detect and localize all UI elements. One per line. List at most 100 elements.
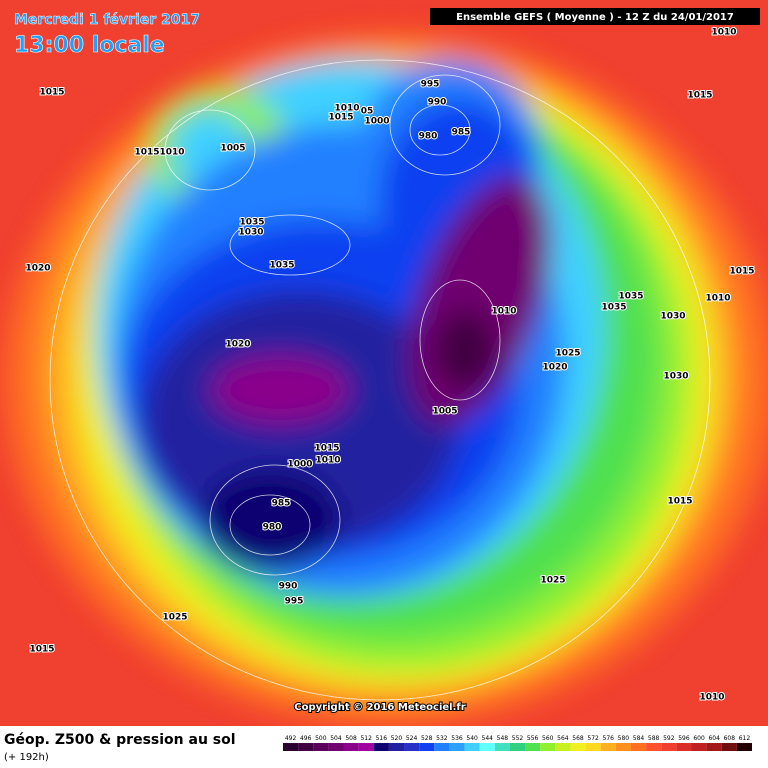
scale-label: 500 [315, 735, 327, 742]
isobar-label: 1010 [491, 307, 516, 317]
isobar-label: 1015 [29, 645, 54, 655]
date: Mercredi 1 février 2017 [14, 12, 200, 28]
isobar-label: 1035 [239, 218, 264, 228]
scale-label: 548 [497, 735, 509, 742]
scale-swatch [540, 743, 556, 751]
isobar-label: 1020 [225, 340, 250, 350]
isobar-label: 1010 [705, 294, 730, 304]
scale-swatch [479, 743, 495, 751]
scale-label: 492 [285, 735, 297, 742]
isobar-label: 1035 [269, 261, 294, 271]
scale-swatch [600, 743, 616, 751]
scale-swatch [509, 743, 526, 751]
scale-swatch [736, 743, 752, 751]
isobar-label: 1030 [660, 312, 685, 322]
isobar-label: 05 [361, 107, 374, 117]
scale-label: 552 [512, 735, 524, 742]
isobar-label: 1015 [687, 91, 712, 101]
scale-swatch [419, 743, 435, 751]
color-scale: 492 496 500 504 508 512 516 520 524 528 532 536 540 5… [283, 735, 752, 751]
isobar-label: 995 [421, 80, 440, 90]
scale-label: 496 [300, 735, 312, 742]
scale-label: 584 [633, 735, 645, 742]
scale-swatch [464, 743, 480, 751]
isobar-label: 1000 [287, 460, 312, 470]
scale-swatch [449, 743, 465, 751]
isobar-label: 1005 [432, 407, 457, 417]
isobar-label: 1005 [220, 144, 245, 154]
scale-swatch [328, 743, 344, 751]
isobar-label: 985 [452, 128, 471, 138]
isobar-label: 1015 [134, 148, 159, 158]
scale-swatch [283, 743, 299, 751]
isobar-label: 985 [272, 499, 291, 509]
scale-label: 588 [648, 735, 660, 742]
scale-label: 504 [330, 735, 342, 742]
isobar-label: 990 [279, 582, 298, 592]
isobar-label: 1035 [601, 303, 626, 313]
scale-label: 556 [527, 735, 539, 742]
scale-swatch [434, 743, 450, 751]
time: 13:00 locale [14, 33, 165, 58]
scale-label: 568 [572, 735, 584, 742]
scale-label: 536 [451, 735, 463, 742]
scale-swatch [525, 743, 541, 751]
scale-swatch [388, 743, 405, 751]
scale-swatch [706, 743, 722, 751]
scale-swatch [721, 743, 737, 751]
scale-label: 564 [557, 735, 569, 742]
isobar-label: 995 [285, 597, 304, 607]
scale-swatch [691, 743, 707, 751]
isobar-label: 980 [263, 523, 282, 533]
scale-swatch [404, 743, 420, 751]
footer-title: Géop. Z500 & pression au sol [4, 732, 236, 748]
scale-label: 528 [421, 735, 433, 742]
model-bar [430, 8, 760, 25]
isobar-label: 1015 [39, 88, 64, 98]
scale-label: 608 [724, 735, 736, 742]
scale-swatch [676, 743, 692, 751]
scale-label: 596 [678, 735, 690, 742]
scale-swatch [661, 743, 677, 751]
lead-time: (+ 192h) [4, 752, 49, 763]
scale-swatch [630, 743, 647, 751]
copyright: Copyright © 2016 Meteociel.fr [294, 702, 465, 713]
isobar-label: 1020 [542, 363, 567, 373]
scale-label: 520 [391, 735, 403, 742]
scale-label: 544 [482, 735, 494, 742]
isobar-label: 1025 [555, 349, 580, 359]
isobar-label: 1010 [159, 148, 184, 158]
isobar-label: 1010 [699, 693, 724, 703]
isobar-label: 1030 [663, 372, 688, 382]
isobar-label: 1020 [25, 264, 50, 274]
isobar-label: 990 [428, 98, 447, 108]
scale-label: 572 [587, 735, 599, 742]
isobar-label: 1015 [328, 113, 353, 123]
model-info: Ensemble GEFS ( Moyenne ) - 12 Z du 24/0… [456, 12, 734, 23]
isobar-label: 1010 [711, 28, 736, 38]
isobar-label: 1015 [729, 267, 754, 277]
scale-swatch [298, 743, 314, 751]
scale-swatch [373, 743, 389, 751]
scale-label: 604 [708, 735, 720, 742]
scale-label: 524 [406, 735, 418, 742]
scale-label: 560 [542, 735, 554, 742]
scale-label: 508 [345, 735, 357, 742]
isobar-label: 1010 [334, 104, 359, 114]
isobar-label: 1025 [540, 576, 565, 586]
z500-field [0, 0, 768, 726]
isobar-label: 1025 [162, 613, 187, 623]
scale-label: 516 [376, 735, 388, 742]
scale-swatch [494, 743, 510, 751]
isobar-label: 1010 [315, 456, 340, 466]
scale-swatch [646, 743, 662, 751]
scale-swatch [555, 743, 571, 751]
scale-label: 576 [603, 735, 615, 742]
scale-label: 532 [436, 735, 448, 742]
scale-label: 600 [693, 735, 705, 742]
scale-swatch [615, 743, 631, 751]
isobar-label: 1015 [667, 497, 692, 507]
scale-swatch [570, 743, 586, 751]
